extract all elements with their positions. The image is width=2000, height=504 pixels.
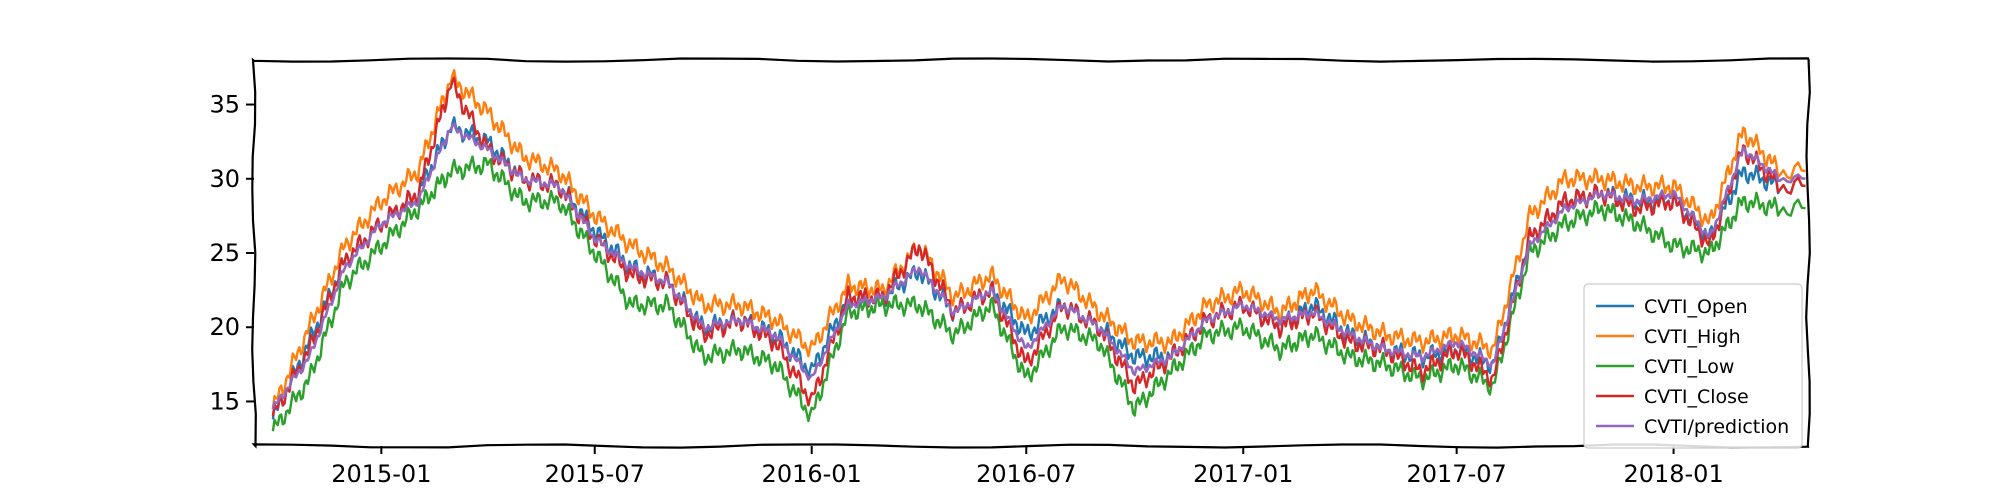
x-tick-label: 2016-01	[762, 460, 862, 488]
x-tick-label: 2017-01	[1193, 460, 1293, 488]
x-tick-label: 2015-07	[545, 460, 645, 488]
y-tick-label: 30	[209, 165, 240, 193]
legend-label: CVTI/prediction	[1644, 416, 1789, 438]
series-line-cvti-prediction	[271, 122, 1806, 410]
legend-label: CVTI_Low	[1644, 356, 1734, 378]
x-tick-label: 2015-01	[331, 460, 431, 488]
series-line-cvti-high	[271, 69, 1806, 410]
y-tick-label: 20	[209, 313, 240, 341]
x-tick-label: 2018-01	[1623, 460, 1723, 488]
y-tick-label: 15	[209, 387, 240, 415]
x-axis: 2015-01 2015-07 2016-01 2016-07 2017-01 2017-…	[331, 446, 1724, 488]
series-line-cvti-close	[271, 76, 1806, 417]
legend-label: CVTI_Open	[1644, 296, 1748, 318]
series-line-cvti-open	[271, 116, 1806, 420]
legend-label: CVTI_Close	[1644, 386, 1749, 408]
y-axis: 15 20 25 30 35	[209, 91, 254, 415]
series-layer	[271, 69, 1806, 432]
plot-frame	[251, 57, 1811, 449]
legend-label: CVTI_High	[1644, 326, 1741, 348]
x-tick-label: 2016-07	[976, 460, 1076, 488]
legend: CVTI_Open CVTI_High CVTI_Low CVTI_Close CVTI…	[1583, 283, 1803, 449]
y-tick-label: 25	[209, 239, 240, 267]
series-line-cvti-low	[271, 155, 1806, 432]
x-tick-label: 2017-07	[1406, 460, 1506, 488]
y-tick-label: 35	[209, 91, 240, 119]
legend-box	[1583, 283, 1803, 449]
